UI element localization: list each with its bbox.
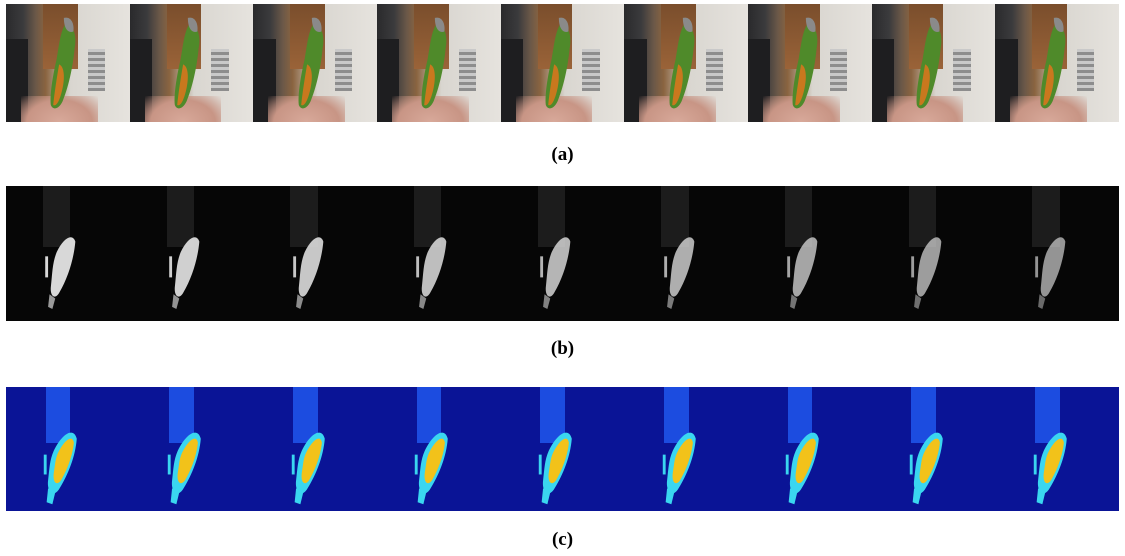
background-shape [292,387,318,443]
parrot-silhouette [663,237,694,310]
background-shape [1032,186,1060,247]
grayscale-frame [995,186,1120,321]
parrot [50,17,76,109]
box [1076,48,1095,92]
parrot-heat [291,432,325,505]
box [87,48,105,92]
rgb-frame [748,4,872,122]
parrot [792,17,818,109]
heatmap-frame [377,387,501,511]
parrot [298,17,323,109]
grayscale-frame-strip [6,186,1120,321]
box [705,48,724,92]
grayscale-frame [871,186,996,321]
rgb-frame [253,4,378,122]
heatmap-frame-strip [6,387,1120,511]
parrot-silhouette [540,237,571,310]
rgb-frame [871,4,996,122]
background-shape [661,186,689,247]
grayscale-frame [6,186,130,321]
background-shape [908,186,936,247]
parrot-silhouette [1034,237,1065,310]
background-shape [537,186,565,247]
parrot [916,17,942,109]
parrot-heat [538,432,572,505]
grayscale-frame [500,186,625,321]
box [334,48,353,92]
grayscale-frame [377,186,501,321]
box [829,48,847,92]
caption-c: (c) [551,529,574,550]
parrot-heat [1033,432,1067,505]
heatmap-frame [748,387,872,511]
parrot-heat [415,432,449,505]
parrot-silhouette [911,237,942,310]
background-shape [166,186,194,247]
rgb-frame [995,4,1120,122]
parrot-silhouette [416,237,447,310]
parrot-silhouette [787,237,818,310]
heatmap-frame [871,387,996,511]
parrot [669,17,694,109]
box [458,48,476,92]
background-shape [45,387,71,443]
box [953,48,971,92]
heatmap-frame [253,387,378,511]
parrot-silhouette [292,237,323,310]
parrot-silhouette [45,237,76,310]
parrot [174,17,200,109]
heatmap-frame [6,387,130,511]
grayscale-frame [624,186,749,321]
rgb-frame-strip [6,4,1120,122]
grayscale-frame [253,186,378,321]
heatmap-frame [129,387,254,511]
caption-a: (a) [551,144,574,165]
background-shape [43,186,71,247]
background-shape [1034,387,1060,443]
parrot-heat [909,432,943,505]
grayscale-frame [748,186,872,321]
parrot-heat [786,432,820,505]
heatmap-frame [500,387,625,511]
background-shape [169,387,194,443]
background-shape [785,186,813,247]
background-shape [290,186,318,247]
parrot-heat [167,432,201,505]
parrot-heat [662,432,696,505]
background-shape [911,387,936,443]
rgb-frame [500,4,625,122]
parrot-silhouette [169,237,200,310]
parrot-heat [44,432,78,505]
box [211,48,229,92]
parrot [545,17,571,109]
parrot [1040,17,1065,109]
box [582,48,600,92]
background-shape [540,387,565,443]
rgb-frame [377,4,501,122]
heatmap-frame [624,387,749,511]
rgb-frame [624,4,749,122]
heatmap-frame [995,387,1120,511]
background-shape [416,387,442,443]
rgb-frame [129,4,254,122]
background-shape [787,387,813,443]
background-shape [663,387,689,443]
parrot [421,17,447,109]
caption-b: (b) [550,338,575,359]
grayscale-frame [129,186,254,321]
background-shape [414,186,442,247]
rgb-frame [6,4,130,122]
